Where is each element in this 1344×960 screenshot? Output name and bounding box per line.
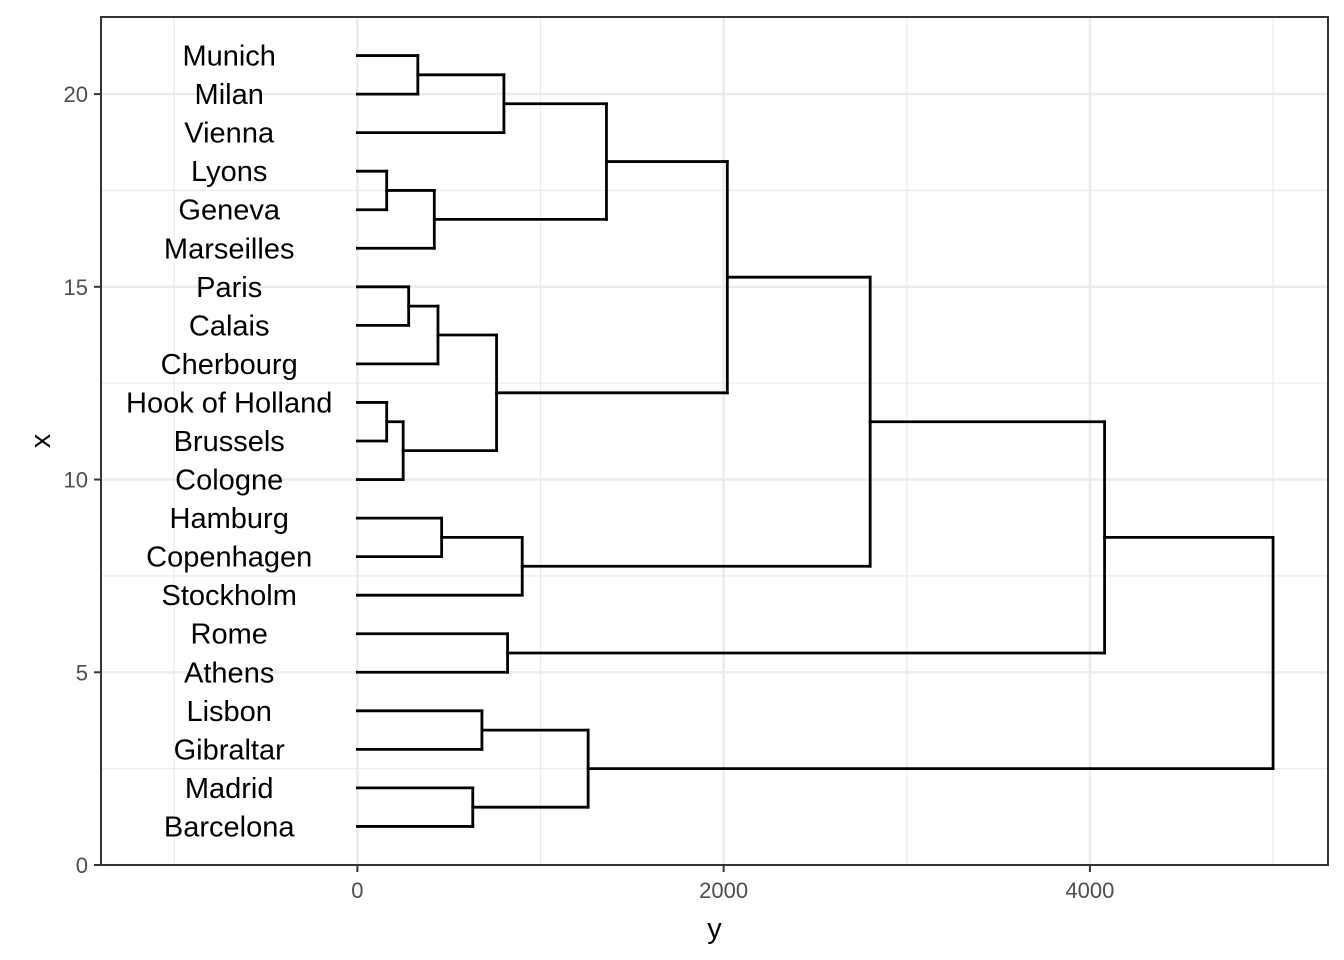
leaf-labels: Barcelona Madrid Gibraltar Lisbon Athens Rome… <box>126 41 332 844</box>
leaf-label: Hook of Holland <box>126 387 332 419</box>
y-tick-label: 5 <box>76 660 88 685</box>
leaf-label: Calais <box>189 310 270 342</box>
y-tick-label: 0 <box>76 853 88 878</box>
leaf-label: Copenhagen <box>146 542 312 574</box>
leaf-label: Gibraltar <box>174 734 286 766</box>
leaf-label: Lyons <box>191 156 267 188</box>
leaf-label: Madrid <box>185 773 274 805</box>
leaf-label: Brussels <box>174 426 285 458</box>
leaf-label: Milan <box>195 79 264 111</box>
leaf-label: Munich <box>182 41 276 73</box>
plot-panel-border <box>100 16 1329 866</box>
x-tick-label: 0 <box>351 878 363 903</box>
leaf-label: Geneva <box>178 195 280 227</box>
x-tick-label: 2000 <box>699 878 748 903</box>
leaf-label: Stockholm <box>161 580 296 612</box>
y-axis-title: x <box>25 433 57 448</box>
x-axis-ticks: 0 2000 4000 <box>351 865 1114 903</box>
leaf-label: Marseilles <box>164 233 295 265</box>
x-axis-title: y <box>707 913 722 945</box>
y-axis-ticks: 0 5 10 15 20 <box>64 82 101 878</box>
plot-panel-background <box>101 17 1328 865</box>
y-tick-label: 20 <box>64 82 88 107</box>
leaf-label: Hamburg <box>170 503 289 535</box>
y-tick-label: 15 <box>64 275 88 300</box>
x-tick-label: 4000 <box>1065 878 1114 903</box>
leaf-label: Paris <box>196 272 262 304</box>
leaf-label: Rome <box>191 619 268 651</box>
y-tick-label: 10 <box>64 468 88 493</box>
leaf-label: Cherbourg <box>161 349 298 381</box>
leaf-label: Lisbon <box>186 696 271 728</box>
leaf-label: Athens <box>184 657 274 689</box>
leaf-label: Cologne <box>175 465 283 497</box>
dendrogram-branches <box>355 54 1275 828</box>
leaf-label: Vienna <box>184 118 275 150</box>
leaf-label: Barcelona <box>164 811 295 843</box>
